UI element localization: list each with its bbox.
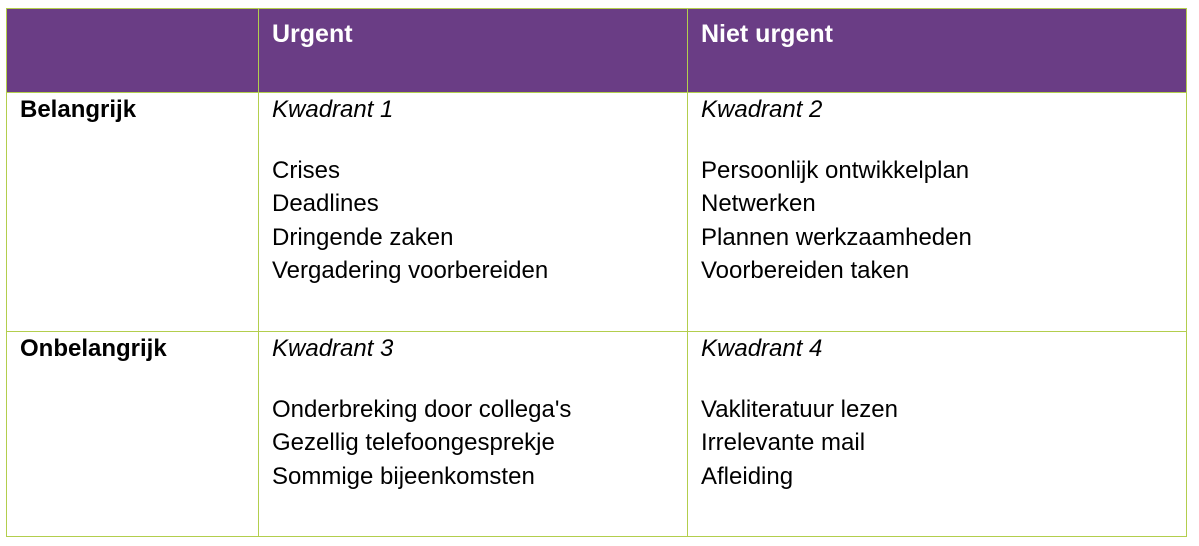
- header-row: Urgent Niet urgent: [6, 8, 1187, 93]
- header-cell-niet-urgent: Niet urgent: [687, 8, 1187, 93]
- row-belangrijk: Belangrijk Kwadrant 1 Crises Deadlines D…: [6, 92, 1187, 332]
- quadrant-3-item: Sommige bijeenkomsten: [272, 462, 535, 490]
- priority-matrix-table: Urgent Niet urgent Belangrijk Kwadrant 1…: [6, 8, 1187, 537]
- quadrant-4-title: Kwadrant 4: [701, 335, 823, 362]
- quadrant-3-items: Onderbreking door collega's Gezellig tel…: [272, 393, 674, 494]
- quadrant-4-items: Vakliteratuur lezen Irrelevante mail Afl…: [701, 393, 1173, 494]
- row-onbelangrijk: Onbelangrijk Kwadrant 3 Onderbreking doo…: [6, 331, 1187, 537]
- quadrant-4-item: Irrelevante mail: [701, 429, 866, 456]
- quadrant-1-title: Kwadrant 1: [272, 96, 394, 123]
- quadrant-3-title: Kwadrant 3: [272, 335, 394, 362]
- quadrant-2-item: Netwerken: [701, 190, 816, 217]
- quadrant-2-item: Persoonlijk ontwikkelplan: [701, 156, 970, 184]
- quadrant-4-item: Vakliteratuur lezen: [701, 395, 898, 423]
- quadrant-1-item: Vergadering voorbereiden: [272, 257, 549, 284]
- quadrant-2-title: Kwadrant 2: [701, 96, 823, 123]
- quadrant-2-cell: Kwadrant 2 Persoonlijk ontwikkelplan Net…: [687, 92, 1187, 332]
- quadrant-3-item: Gezellig telefoongesprekje: [272, 429, 555, 456]
- quadrant-2-items: Persoonlijk ontwikkelplan Netwerken Plan…: [701, 154, 1173, 288]
- row-label-belangrijk: Belangrijk: [6, 92, 259, 332]
- quadrant-2-item: Plannen werkzaamheden: [701, 223, 972, 251]
- quadrant-2-item: Voorbereiden taken: [701, 257, 910, 284]
- priority-matrix: Urgent Niet urgent Belangrijk Kwadrant 1…: [6, 8, 1187, 537]
- header-cell-corner: [6, 8, 259, 93]
- quadrant-1-cell: Kwadrant 1 Crises Deadlines Dringende za…: [258, 92, 688, 332]
- quadrant-1-items: Crises Deadlines Dringende zaken Vergade…: [272, 154, 674, 288]
- quadrant-3-item: Onderbreking door collega's: [272, 395, 572, 423]
- row-label-onbelangrijk: Onbelangrijk: [6, 331, 259, 537]
- quadrant-4-cell: Kwadrant 4 Vakliteratuur lezen Irrelevan…: [687, 331, 1187, 537]
- quadrant-1-item: Crises: [272, 156, 341, 184]
- quadrant-3-cell: Kwadrant 3 Onderbreking door collega's G…: [258, 331, 688, 537]
- quadrant-1-item: Dringende zaken: [272, 223, 454, 251]
- header-cell-urgent: Urgent: [258, 8, 688, 93]
- quadrant-1-item: Deadlines: [272, 190, 379, 217]
- quadrant-4-item: Afleiding: [701, 462, 794, 490]
